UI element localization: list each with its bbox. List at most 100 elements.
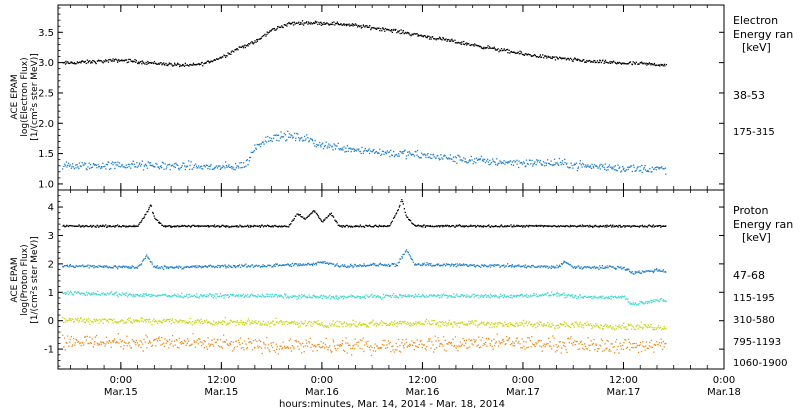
proton-data-point: [192, 265, 194, 267]
proton-data-point: [249, 224, 251, 227]
electron-data-point: [478, 46, 481, 48]
proton-data-point: [552, 324, 554, 327]
electron-data-point: [586, 59, 588, 62]
proton-data-point: [633, 304, 635, 306]
proton-data-point: [659, 224, 661, 227]
proton-data-point: [388, 324, 390, 326]
proton-data-point: [458, 296, 460, 298]
proton-data-point: [293, 264, 295, 267]
proton-data-point: [134, 320, 136, 322]
proton-data-point: [251, 322, 253, 324]
electron-data-point: [380, 154, 382, 157]
proton-data-point: [245, 322, 247, 324]
proton-data-point: [156, 321, 158, 323]
proton-data-point: [511, 294, 513, 296]
electron-data-point: [373, 27, 375, 29]
proton-data-point: [529, 324, 531, 326]
proton-data-point: [474, 226, 477, 228]
proton-data-point: [340, 295, 342, 297]
proton-data-point: [292, 295, 295, 297]
proton-legend-title-1: Proton: [733, 204, 768, 217]
electron-data-point: [589, 166, 591, 169]
electron-data-point: [482, 48, 484, 50]
proton-data-point: [393, 296, 395, 298]
proton-data-point: [226, 322, 228, 324]
electron-data-point: [252, 151, 255, 153]
proton-data-point: [450, 342, 453, 344]
proton-data-point: [197, 226, 200, 228]
proton-data-point: [73, 266, 76, 268]
electron-data-point: [487, 45, 489, 47]
proton-data-point: [375, 224, 377, 226]
proton-data-point: [391, 262, 394, 265]
proton-data-point: [329, 213, 331, 216]
proton-data-point: [293, 348, 295, 350]
proton-data-point: [80, 265, 82, 267]
proton-data-point: [177, 225, 179, 227]
proton-data-point: [391, 294, 394, 296]
electron-data-point: [80, 61, 82, 63]
proton-data-point: [243, 296, 245, 298]
electron-data-point: [139, 165, 142, 167]
proton-data-point: [217, 295, 219, 298]
proton-data-point: [222, 265, 225, 267]
proton-data-point: [105, 224, 107, 226]
proton-data-point: [583, 267, 585, 269]
proton-data-point: [275, 225, 277, 227]
proton-data-point: [130, 321, 132, 323]
proton-data-point: [459, 345, 461, 348]
proton-data-point: [619, 326, 622, 328]
proton-data-point: [205, 346, 208, 348]
proton-data-point: [629, 270, 631, 272]
proton-data-point: [369, 323, 371, 325]
proton-data-point: [473, 323, 475, 325]
electron-data-point: [623, 62, 626, 64]
proton-data-point: [366, 325, 368, 327]
proton-data-point: [353, 296, 355, 298]
proton-data-point: [101, 293, 104, 295]
electron-data-point: [632, 61, 634, 63]
proton-data-point: [102, 341, 104, 343]
proton-data-point: [241, 294, 243, 297]
proton-data-point: [462, 264, 464, 266]
proton-data-point: [463, 226, 466, 228]
proton-data-point: [536, 225, 539, 227]
proton-data-point: [547, 322, 549, 324]
electron-data-point: [556, 162, 558, 164]
proton-data-point: [420, 226, 422, 228]
electron-data-point: [629, 61, 631, 63]
proton-data-point: [275, 321, 278, 323]
proton-data-point: [478, 336, 480, 338]
proton-data-point: [262, 264, 264, 266]
proton-data-point: [245, 225, 248, 228]
proton-data-point: [606, 224, 608, 226]
proton-data-point: [230, 340, 232, 343]
proton-data-point: [332, 339, 334, 341]
proton-data-point: [509, 337, 511, 339]
proton-data-point: [474, 320, 476, 322]
electron-data-point: [531, 55, 533, 57]
proton-data-point: [293, 346, 295, 348]
proton-data-point: [473, 338, 475, 341]
proton-data-point: [422, 294, 424, 296]
electron-data-point: [209, 168, 211, 170]
proton-data-point: [245, 263, 247, 265]
proton-data-point: [638, 302, 640, 305]
proton-data-point: [327, 297, 329, 299]
proton-data-point: [107, 267, 109, 269]
proton-data-point: [465, 342, 467, 344]
proton-data-point: [512, 265, 514, 267]
proton-data-point: [183, 339, 185, 341]
proton-data-point: [68, 292, 71, 294]
proton-data-point: [322, 261, 325, 263]
proton-data-point: [393, 293, 395, 295]
electron-data-point: [286, 139, 288, 141]
proton-data-point: [113, 340, 115, 342]
proton-data-point: [290, 322, 292, 324]
electron-data-point: [370, 27, 372, 29]
proton-data-point: [205, 319, 208, 321]
proton-data-point: [514, 345, 516, 347]
proton-data-point: [157, 219, 159, 222]
proton-data-point: [460, 345, 462, 347]
proton-data-point: [108, 225, 110, 228]
